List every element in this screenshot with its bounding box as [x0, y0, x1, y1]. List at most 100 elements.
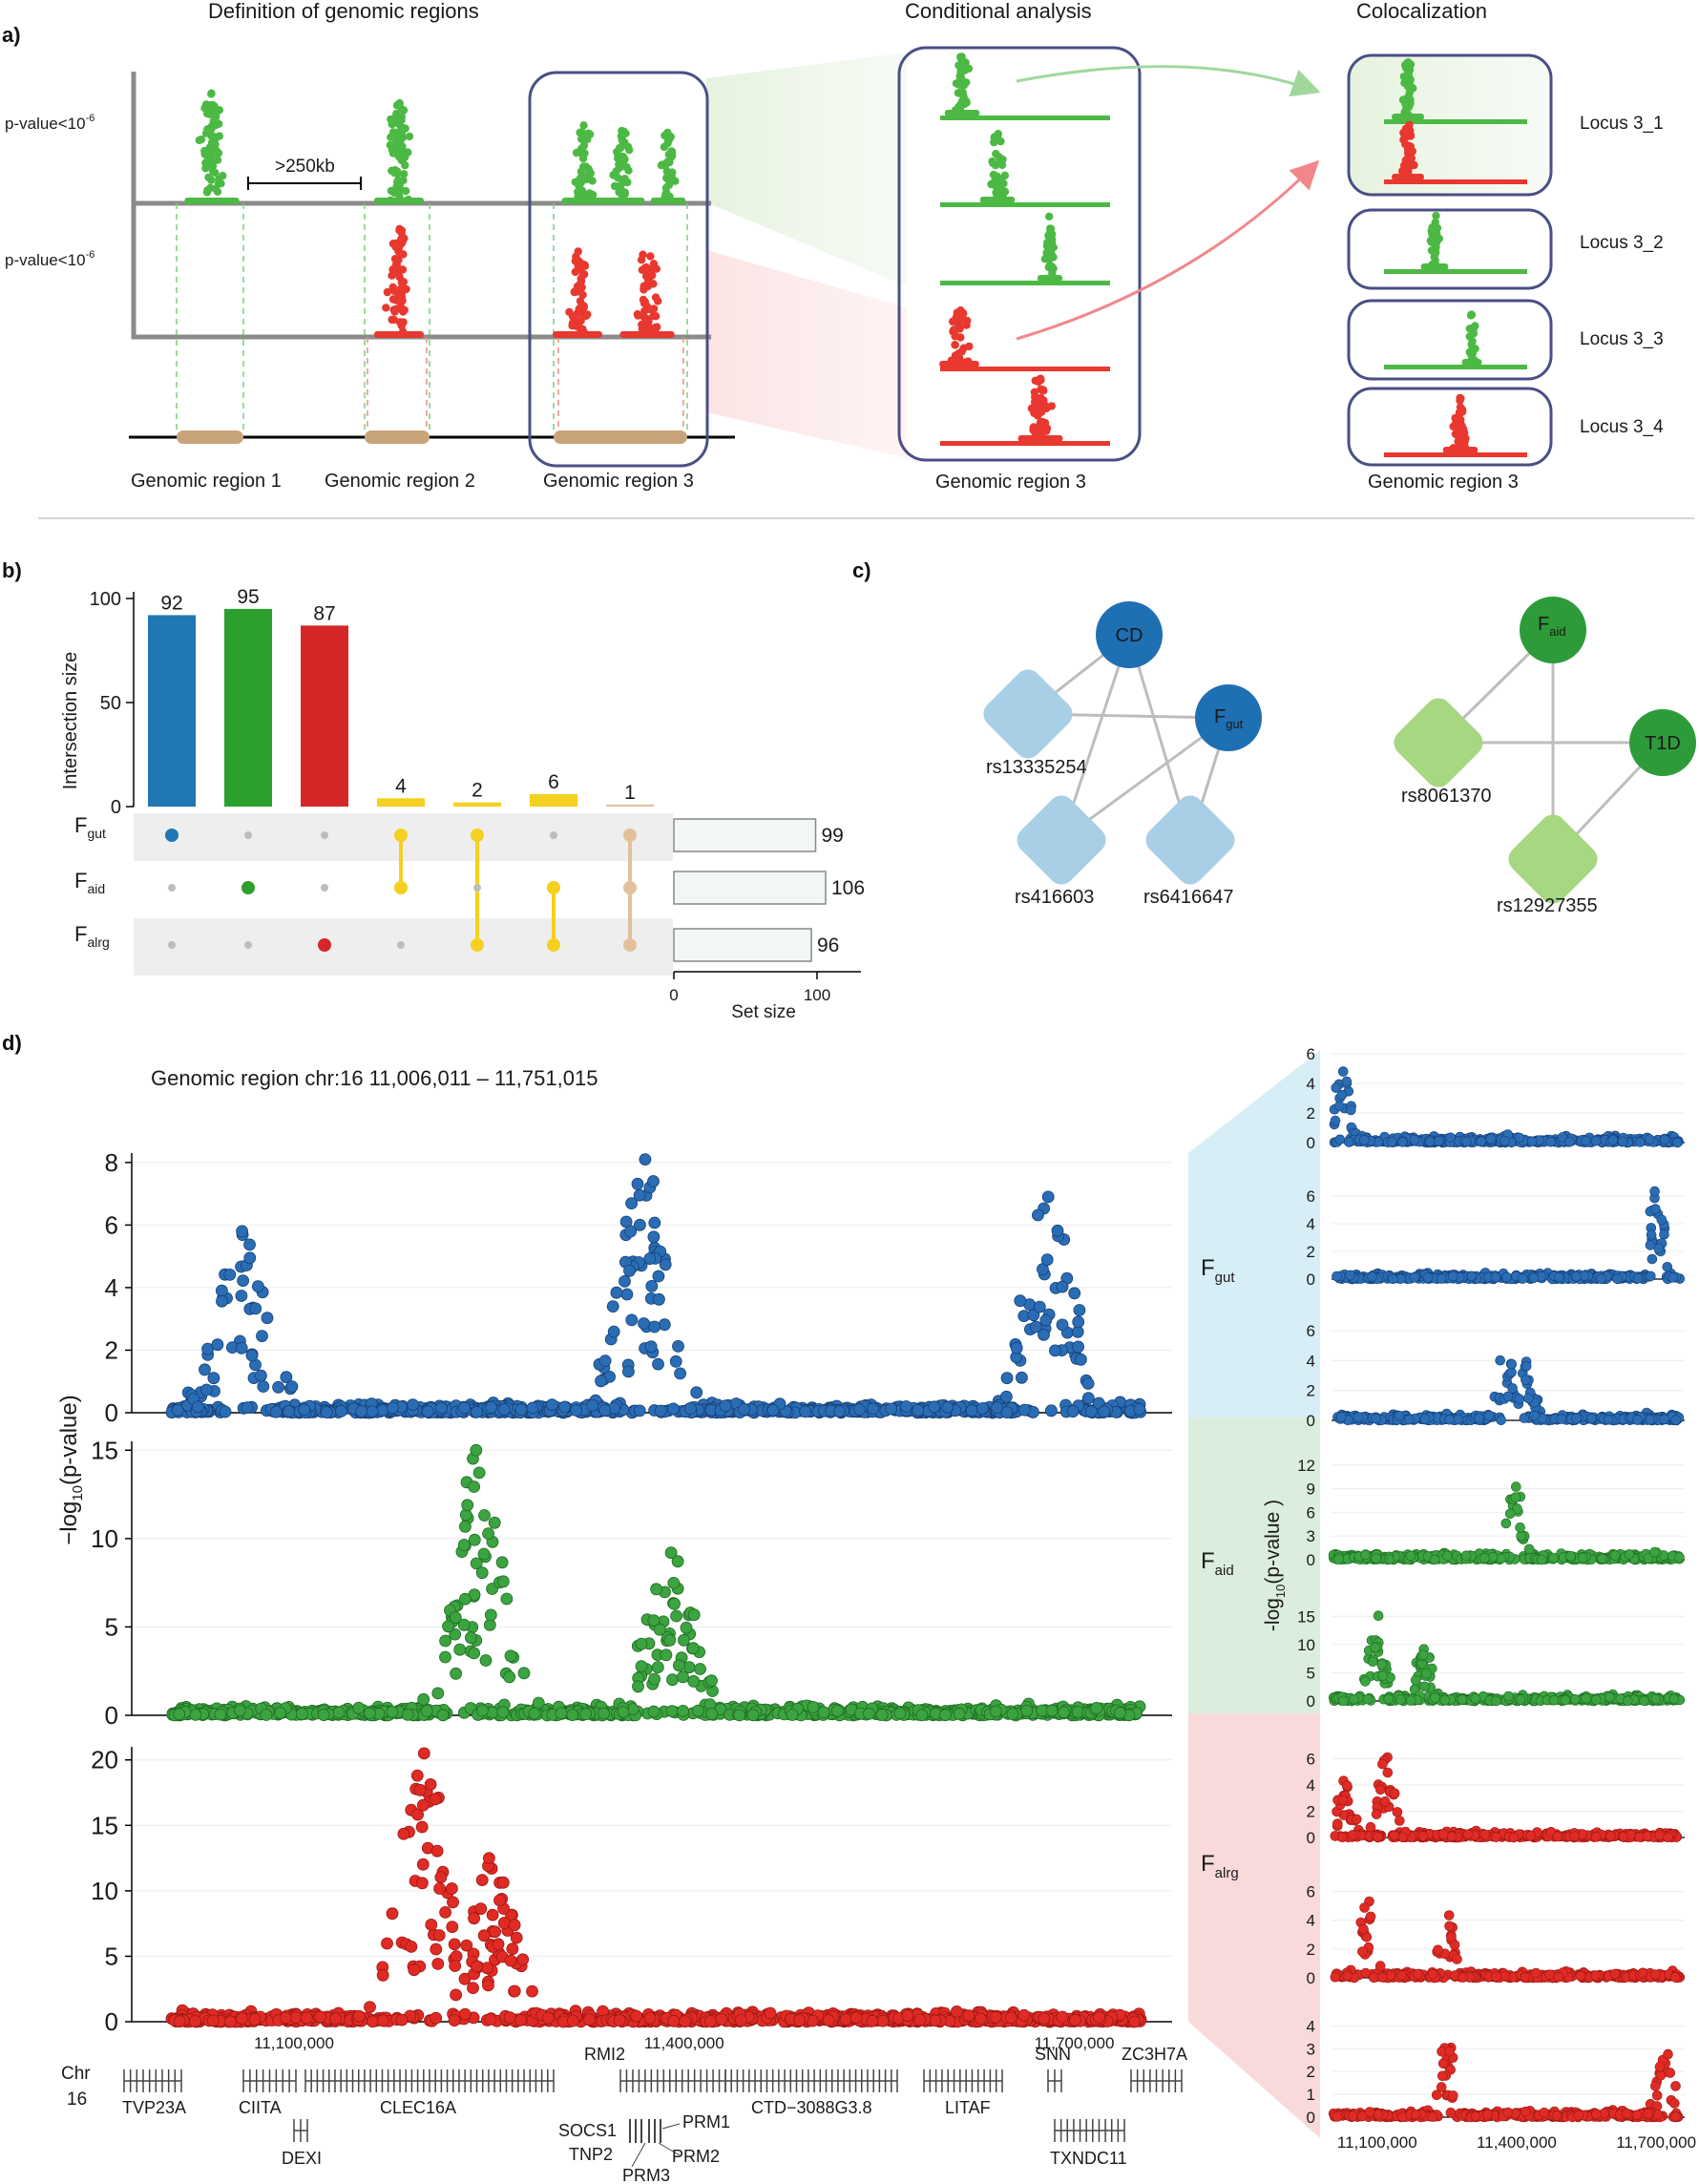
right-point-gut [1670, 1415, 1682, 1425]
right-point-gut [1521, 1375, 1531, 1385]
right-point-gut [1367, 1271, 1377, 1282]
cluster-r3b-dot [642, 319, 651, 327]
point-gut [558, 1400, 571, 1414]
point-gut [647, 1175, 660, 1187]
point-gut [211, 1338, 224, 1352]
cond-cl-5 [1017, 374, 1063, 442]
point-alrg [279, 2011, 292, 2025]
cond-cl-2-dot [998, 155, 1007, 164]
point-alrg [206, 2014, 220, 2027]
right-point-gut [1501, 1271, 1512, 1283]
cluster-r3b [619, 250, 675, 338]
point-gut [1000, 1406, 1014, 1418]
coloc-cl-4 [1442, 393, 1479, 453]
point-alrg [492, 1938, 505, 1951]
coloc-cl-3-dot [1467, 310, 1476, 319]
point-aid [436, 1709, 450, 1722]
right-point-gut [1659, 1228, 1669, 1240]
point-gut [223, 1269, 237, 1281]
point-gut [320, 1406, 333, 1418]
right-point-gut [1612, 1273, 1623, 1285]
right-panel-1-ticklabel-0: 0 [1307, 1270, 1315, 1289]
right-point-gut [1514, 1132, 1525, 1144]
cluster-g1-dot [204, 173, 213, 181]
panel-c: c) CD Fgut rs13335254 rs416603 rs6416647… [852, 558, 1696, 916]
point-gut [219, 1405, 232, 1418]
point-gut [241, 1401, 254, 1414]
point-gut [199, 1363, 211, 1376]
cluster-g3b-dot [623, 142, 633, 152]
point-gut [256, 1330, 268, 1342]
point-alrg [613, 2014, 626, 2027]
point-aid [401, 1708, 414, 1721]
cluster-g1-dot [215, 132, 223, 140]
cluster-g1-dot [205, 100, 214, 110]
point-gut [298, 1403, 311, 1417]
point-gut [1056, 1280, 1069, 1293]
cond-bar-2 [940, 202, 1110, 207]
point-alrg [1038, 2012, 1051, 2026]
coloc-cl-2-dot [1433, 223, 1442, 233]
cluster-r2-dot [395, 226, 404, 235]
point-aid [830, 1705, 844, 1717]
point-aid [488, 1516, 501, 1529]
right-point-gut [1332, 1270, 1342, 1282]
right-point-gut [1330, 1115, 1341, 1126]
cluster-r2-dot [400, 234, 409, 242]
panel-c-label: c) [852, 558, 871, 582]
setsize-ticklabel-100: 100 [804, 986, 830, 1004]
point-aid [1020, 1704, 1034, 1717]
point-gut [376, 1404, 389, 1417]
point-alrg [432, 1929, 446, 1942]
cluster-g1-dot [213, 187, 222, 196]
right-point-gut [1353, 1412, 1364, 1422]
point-gut [1051, 1224, 1064, 1237]
cond-bar-3 [940, 281, 1110, 285]
cond-cl-3-dot [1047, 239, 1057, 247]
point-alrg [450, 1988, 463, 2002]
right-panel-0-ticklabel-2: 2 [1307, 1104, 1315, 1123]
cond-region-label: Genomic region 3 [935, 472, 1086, 493]
cluster-g1-dot [215, 106, 224, 115]
point-gut [620, 1288, 634, 1301]
cluster-g3b-dot [610, 181, 619, 191]
cond-cl-3-dot [1046, 227, 1055, 237]
point-gut [598, 1354, 612, 1367]
point-gut [853, 1403, 866, 1416]
point-alrg [397, 1827, 410, 1840]
cond-bar-1 [940, 116, 1110, 120]
point-gut [387, 1401, 399, 1415]
cluster-g3b-dot [613, 147, 621, 157]
point-alrg [715, 2012, 728, 2026]
right-panel-0-ticklabel-4: 4 [1307, 1075, 1315, 1093]
cluster-g1-dot [209, 119, 218, 129]
cond-cl-3-dot [1044, 262, 1054, 272]
coloc-cl-1g-dot [1405, 88, 1415, 97]
point-aid [295, 1708, 308, 1720]
upset-yticklabel-100: 100 [90, 589, 121, 610]
threshold-1-text: p-value<10 [5, 115, 86, 133]
right-point-gut [1607, 1135, 1619, 1145]
point-aid [495, 1556, 509, 1569]
cluster-r3a-dot [581, 311, 591, 321]
point-aid [517, 1667, 531, 1680]
right-point-gut [1346, 1104, 1356, 1116]
cluster-g2-dot [398, 142, 407, 151]
point-gut [207, 1372, 220, 1385]
cond-cl-4-base [939, 361, 979, 368]
point-alrg [439, 1906, 452, 1919]
point-gut [833, 1405, 846, 1418]
right-point-gut [1397, 1137, 1408, 1147]
point-gut [1066, 1405, 1080, 1418]
point-alrg [415, 1877, 429, 1890]
point-gut [283, 1405, 296, 1418]
node-faid-label-sub: aid [1549, 624, 1565, 639]
right-point-gut [1409, 1134, 1420, 1145]
set-label-gut: Fgut [74, 813, 106, 841]
right-point-gut [1553, 1271, 1564, 1283]
point-aid [500, 1592, 514, 1606]
schematic-dots [184, 52, 1482, 453]
coloc-bar-3 [1384, 365, 1527, 369]
point-aid [478, 1509, 491, 1522]
